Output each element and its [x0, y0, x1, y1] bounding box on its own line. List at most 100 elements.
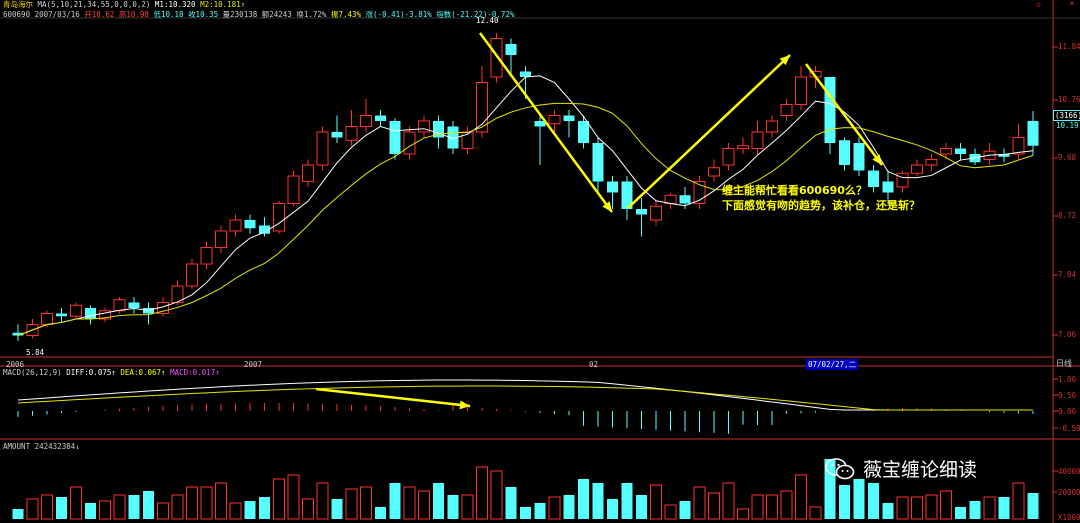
amount-bar	[839, 485, 850, 519]
amount-bar	[955, 507, 966, 519]
amount-bar	[70, 486, 82, 520]
candle-body	[490, 38, 503, 78]
candle-body	[925, 159, 938, 166]
stock-name[interactable]: 青岛海尔	[3, 0, 33, 9]
candle-body	[766, 120, 778, 133]
amount-bar	[1012, 482, 1025, 520]
amount-bar	[621, 483, 633, 519]
trend-arrow	[805, 63, 883, 166]
candle-body	[128, 302, 140, 308]
amount-bar	[737, 508, 749, 520]
ma10-line	[17, 102, 1034, 336]
candle-body	[433, 121, 444, 138]
amount-bar	[998, 497, 1010, 519]
candle-body	[244, 220, 256, 229]
candle-body	[548, 115, 561, 125]
candle-body	[360, 115, 372, 127]
amount-bar	[563, 495, 575, 519]
candle-body	[113, 299, 126, 312]
amount-bar	[85, 503, 96, 519]
candle-body	[636, 209, 647, 215]
annotation-line: 下面感觉有吻的趋势，该补仓，还是斩？	[722, 199, 920, 212]
amount-bar	[476, 466, 488, 520]
amount-bar	[795, 474, 807, 520]
period-button[interactable]: 日线	[1056, 359, 1072, 368]
amount-bar	[229, 502, 242, 520]
trend-arrow-head	[602, 201, 612, 212]
amount-bar	[911, 496, 923, 520]
candle-body	[56, 313, 67, 317]
candle-body	[621, 181, 633, 209]
amount-bar	[708, 492, 720, 520]
amount-bar	[896, 496, 909, 520]
trend-arrow	[627, 54, 791, 209]
candle-body	[85, 308, 96, 319]
candle-body	[896, 172, 909, 188]
candle-body	[780, 104, 793, 116]
amount-header: AMOUNT 242432384↓	[3, 442, 80, 451]
price-axis-label: 8.72	[1058, 211, 1077, 220]
candle-body	[447, 126, 459, 149]
amount-bar	[636, 495, 647, 519]
amount-bar	[143, 491, 154, 519]
window-title-icon[interactable]: ◇	[1036, 0, 1041, 9]
candle-body	[853, 143, 865, 171]
amount-bar	[418, 490, 430, 520]
amount-bar	[56, 497, 67, 519]
candle-body	[520, 71, 531, 77]
index-change: 指数(-21.22)-0.72%	[436, 10, 515, 19]
price-axis-label: 11.84	[1058, 42, 1080, 51]
candle-body	[955, 148, 966, 154]
macd-axis-label: -0.50	[1058, 424, 1080, 433]
watermark: 薇宝缠论细读	[825, 455, 977, 482]
macd-value: MACD:0.017↑	[170, 368, 220, 377]
candle-body	[650, 205, 662, 221]
candle-body	[143, 308, 154, 314]
candle-body	[940, 148, 952, 155]
candle-body	[839, 140, 850, 165]
close-icon[interactable]: ×	[1069, 0, 1075, 9]
ma-params: MA(5,10,21,34,55,0,0,0,2) M1:10.320 M2:1…	[37, 0, 246, 9]
amount-bar	[461, 494, 474, 520]
candle-body	[389, 121, 401, 154]
amount-bar	[244, 501, 256, 519]
candle-body	[375, 115, 386, 121]
date-label: 2007	[244, 360, 263, 369]
trend-arrow	[478, 32, 614, 213]
open-value: 开10.62	[84, 10, 115, 19]
amount-bar	[607, 499, 618, 519]
low-value: 低10.18	[153, 10, 184, 19]
macd-label: MACD(26,12,9)	[3, 368, 62, 377]
dea-line	[17, 385, 1033, 411]
candle-body	[795, 76, 807, 105]
macd-axis-label: 0.00	[1058, 407, 1077, 416]
candle-body	[70, 304, 82, 317]
candle-body	[41, 313, 53, 325]
amount-bar	[200, 486, 213, 520]
amount-bar	[345, 488, 358, 520]
candle-body	[461, 131, 474, 149]
amount-axis-label: X10000	[1058, 513, 1080, 522]
low-price-label: 5.84	[26, 348, 45, 357]
amount-bar	[534, 503, 546, 519]
amount-bar	[722, 482, 735, 520]
candle-body	[563, 115, 575, 121]
candle-body	[316, 131, 329, 166]
candle-body	[331, 132, 343, 138]
amount-bar	[128, 495, 140, 519]
price-axis-label: 10.76	[1058, 95, 1080, 104]
dif-line	[17, 379, 1033, 411]
amount-bar	[520, 507, 531, 519]
amount-bar	[983, 496, 996, 520]
macd-divergence-arrow	[315, 387, 471, 408]
dif-value: DIFF:0.075↑	[66, 368, 116, 377]
amount-bar	[592, 483, 604, 519]
candle-body	[287, 175, 300, 204]
candle-body	[505, 44, 517, 55]
price-axis-label: 9.68	[1058, 153, 1077, 162]
amount-bar	[868, 483, 879, 519]
amount-bar	[171, 494, 184, 520]
amount-bar	[940, 490, 952, 520]
high-value: 高10.98	[118, 10, 149, 19]
